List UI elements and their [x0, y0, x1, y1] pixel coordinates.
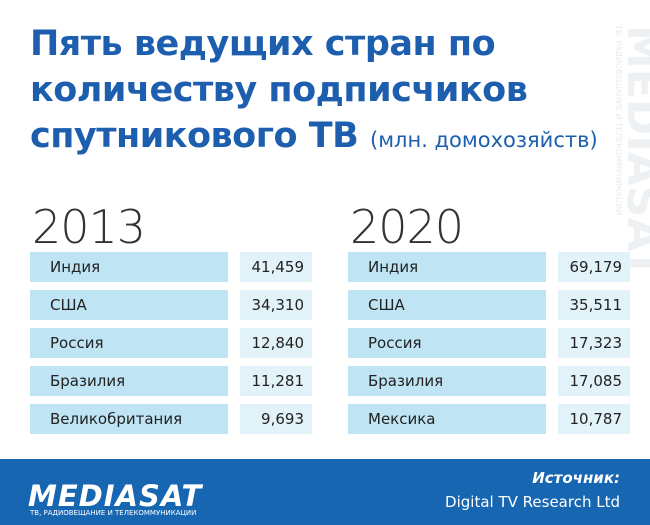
value-cell: 9,693: [240, 404, 312, 434]
value-cell: 17,085: [558, 366, 630, 396]
country-cell: США: [348, 290, 546, 320]
watermark: MEDIASAT ТВ, РАДИОВЕЩАНИЕ И ТЕЛЕКОММУНИК…: [614, 24, 650, 278]
value-cell: 11,281: [240, 366, 312, 396]
value-cell: 69,179: [558, 252, 630, 282]
source-label: Источник:: [532, 469, 620, 487]
value-cell: 35,511: [558, 290, 630, 320]
year: 2013: [32, 200, 146, 254]
title-line: количеству подписчиков: [30, 70, 528, 110]
value-cell: 17,323: [558, 328, 630, 358]
value-cell: 34,310: [240, 290, 312, 320]
title-line: Пять ведущих стран по: [30, 24, 496, 64]
watermark-logo: MEDIASAT: [617, 25, 650, 278]
source: Digital TV Research Ltd: [445, 493, 620, 511]
country-cell: Россия: [30, 328, 228, 358]
country-cell: Мексика: [348, 404, 546, 434]
logo: MEDIASAT: [28, 479, 203, 513]
unit: (млн. домохозяйств): [370, 128, 598, 152]
country-cell: Великобритания: [30, 404, 228, 434]
footer: MEDIASAT ТВ, РАДИОВЕЩАНИЕ И ТЕЛЕКОММУНИК…: [0, 459, 650, 525]
country-cell: Бразилия: [30, 366, 228, 396]
country-cell: Россия: [348, 328, 546, 358]
value-cell: 41,459: [240, 252, 312, 282]
year: 2020: [350, 200, 464, 254]
logo-tagline: ТВ, РАДИОВЕЩАНИЕ И ТЕЛЕКОММУНИКАЦИИ: [30, 509, 197, 517]
country-cell: Индия: [348, 252, 546, 282]
country-cell: Индия: [30, 252, 228, 282]
country-cell: Бразилия: [348, 366, 546, 396]
value-cell: 10,787: [558, 404, 630, 434]
title-line: спутникового ТВ (млн. домохозяйств): [30, 116, 598, 156]
watermark-tagline: ТВ, РАДИОВЕЩАНИЕ И ТЕЛЕКОММУНИКАЦИИ: [614, 24, 623, 215]
value-cell: 12,840: [240, 328, 312, 358]
country-cell: США: [30, 290, 228, 320]
